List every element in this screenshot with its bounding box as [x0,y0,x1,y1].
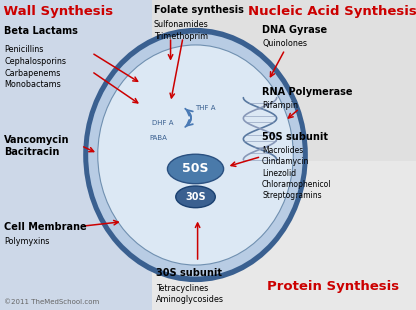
Text: Polymyxins: Polymyxins [4,237,50,246]
Text: THF A: THF A [196,104,216,111]
Text: 50S subunit: 50S subunit [262,132,328,142]
Text: Protein Synthesis: Protein Synthesis [267,280,399,293]
Ellipse shape [167,154,224,184]
Text: Tetracyclines
Aminoglycosides: Tetracyclines Aminoglycosides [156,284,224,304]
Text: Sulfonamides
Trimethoprim: Sulfonamides Trimethoprim [154,20,209,41]
Ellipse shape [98,45,293,265]
Bar [0,0,152,310]
Text: Macrolides
Clindamycin
Linezolid
Chloramophenicol
Streptogramins: Macrolides Clindamycin Linezolid Chloram… [262,146,332,201]
Text: Rifampin: Rifampin [262,101,298,110]
Text: RNA Polymerase: RNA Polymerase [262,87,353,97]
Text: 30S subunit: 30S subunit [156,268,222,278]
Ellipse shape [88,33,303,277]
Text: 50S: 50S [182,162,209,175]
Bar [152,161,416,310]
Bar [152,0,416,161]
Text: Cell Membrane: Cell Membrane [4,222,87,232]
Ellipse shape [176,186,215,208]
Text: Beta Lactams: Beta Lactams [4,26,78,36]
Text: Penicillins
Cephalosporins
Carbapenems
Monobactams: Penicillins Cephalosporins Carbapenems M… [4,45,66,89]
Text: PABA: PABA [150,135,168,141]
Text: Vancomycin
Bacitracin: Vancomycin Bacitracin [4,135,69,157]
Text: Cell Wall Synthesis: Cell Wall Synthesis [0,5,113,18]
Text: 30S: 30S [185,192,206,202]
Text: DNA Gyrase: DNA Gyrase [262,25,327,35]
Text: Folate synthesis: Folate synthesis [154,5,244,15]
Text: Nucleic Acid Synthesis: Nucleic Acid Synthesis [248,5,416,18]
Text: ©2011 TheMedSchool.com: ©2011 TheMedSchool.com [4,299,99,305]
Ellipse shape [83,28,308,282]
Text: DHF A: DHF A [152,120,173,126]
Text: Quinolones: Quinolones [262,39,307,48]
